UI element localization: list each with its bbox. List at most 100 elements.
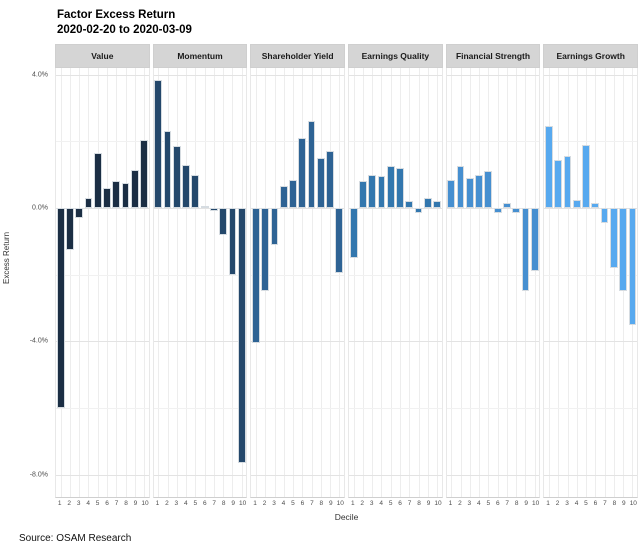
x-tick-label: 9: [426, 500, 431, 507]
x-tick-label: 10: [434, 500, 442, 507]
vertical-gridline: [167, 68, 169, 497]
x-tick-label: 4: [184, 500, 188, 507]
vertical-gridline: [79, 68, 81, 497]
bar-d8: [121, 183, 130, 208]
gridline-major: [349, 341, 442, 343]
vertical-gridline: [437, 68, 439, 497]
x-axis-ticks: 1 2 3 4 5 6 7 8 9 10: [250, 498, 345, 511]
bar-d7: [112, 181, 121, 208]
bar-d2: [359, 181, 367, 208]
gridline-minor: [56, 274, 149, 276]
gridline-major: [153, 74, 247, 76]
x-tick-label: 2: [262, 500, 267, 507]
x-axis-ticks: 1 2 3 4 5 6 7 8 9 10: [446, 498, 541, 511]
x-tick-label: 6: [202, 500, 207, 507]
bar-d3: [172, 146, 181, 208]
facet-panels: Value 1 2 3 4 5 6 7 8 9 10 Momentum 1 2 3 4 5 6 7 8 9 10 Share…: [55, 44, 639, 511]
x-tick-label: 3: [467, 500, 472, 507]
title-block: Factor Excess Return 2020-02-20 to 2020-…: [0, 0, 643, 38]
bar-d5: [484, 171, 493, 208]
bar-d10: [530, 208, 539, 272]
x-tick-label: 1: [350, 500, 355, 507]
bar-d10: [628, 208, 637, 325]
vertical-gridline: [293, 68, 295, 497]
bar-d6: [298, 138, 307, 208]
vertical-gridline: [576, 68, 578, 497]
facet-plot: [250, 68, 346, 498]
gridline-major: [446, 208, 540, 209]
x-tick-label: 1: [546, 500, 550, 507]
x-tick-label: 4: [574, 500, 579, 507]
vertical-gridline: [506, 68, 508, 497]
bar-d1: [154, 79, 163, 208]
x-tick-label: 7: [407, 500, 412, 507]
gridline-major: [251, 208, 345, 209]
bar-d9: [619, 208, 628, 292]
bar-d6: [200, 206, 209, 209]
gridline-major: [544, 74, 638, 76]
x-tick-label: 10: [239, 500, 247, 507]
bar-d7: [210, 208, 218, 212]
vertical-gridline: [232, 68, 234, 497]
bar-d8: [609, 208, 618, 268]
x-tick-label: 4: [379, 500, 383, 507]
gridline-major: [349, 74, 442, 76]
x-axis-ticks: 1 2 3 4 5 6 7 8 9 10: [348, 498, 443, 511]
vertical-gridline: [567, 68, 569, 497]
bar-d4: [182, 164, 190, 208]
x-tick-label: 3: [76, 500, 81, 507]
gridline-minor: [153, 141, 247, 143]
vertical-gridline: [534, 68, 536, 497]
x-tick-label: 3: [272, 500, 276, 507]
bar-d6: [591, 203, 600, 208]
x-tick-label: 10: [629, 500, 637, 507]
x-tick-label: 8: [612, 500, 617, 507]
bar-d8: [316, 158, 325, 208]
bar-d9: [228, 208, 237, 275]
bar-d8: [219, 208, 228, 235]
x-tick-label: 8: [514, 500, 519, 507]
x-tick-label: 3: [565, 500, 569, 507]
bar-d4: [84, 198, 93, 208]
gridline-minor: [56, 408, 149, 409]
x-tick-label: 5: [388, 500, 393, 507]
facet-header: Shareholder Yield: [250, 44, 346, 68]
vertical-gridline: [604, 68, 606, 497]
vertical-gridline: [320, 68, 322, 497]
x-tick-label: 6: [593, 500, 598, 507]
vertical-gridline: [311, 68, 313, 497]
gridline-major: [56, 474, 149, 476]
bar-d1: [545, 126, 553, 208]
bar-d9: [521, 208, 530, 292]
gridline-major: [446, 74, 540, 76]
vertical-gridline: [516, 68, 518, 497]
bar-d1: [56, 208, 65, 408]
bar-d2: [554, 159, 563, 208]
chart-area: Excess Return 4.0% 0.0% -4.0% -8.0% Value 1 2…: [0, 44, 639, 522]
bar-d4: [572, 199, 581, 208]
facet-header: Momentum: [152, 44, 248, 68]
bar-d5: [386, 166, 395, 208]
bar-d4: [279, 186, 288, 208]
x-tick-label: 5: [584, 500, 588, 507]
gridline-minor: [56, 141, 149, 143]
vertical-gridline: [362, 68, 364, 497]
gridline-major: [544, 208, 638, 209]
gridline-major: [56, 208, 149, 209]
gridline-major: [56, 74, 149, 76]
y-axis-ticks: 4.0% 0.0% -4.0% -8.0%: [0, 44, 52, 522]
vertical-gridline: [558, 68, 560, 497]
bar-d1: [349, 208, 358, 258]
bar-d3: [270, 208, 279, 245]
facet-header: Financial Strength: [445, 44, 541, 68]
gridline-minor: [544, 408, 638, 409]
x-tick-label: 2: [165, 500, 169, 507]
bar-d6: [493, 208, 502, 213]
bar-d5: [289, 179, 297, 208]
vertical-gridline: [69, 68, 71, 497]
vertical-gridline: [469, 68, 471, 497]
y-tick-label: 0.0%: [32, 204, 48, 212]
x-tick-label: 8: [319, 500, 324, 507]
gridline-minor: [153, 408, 247, 409]
x-tick-label: 5: [291, 500, 295, 507]
